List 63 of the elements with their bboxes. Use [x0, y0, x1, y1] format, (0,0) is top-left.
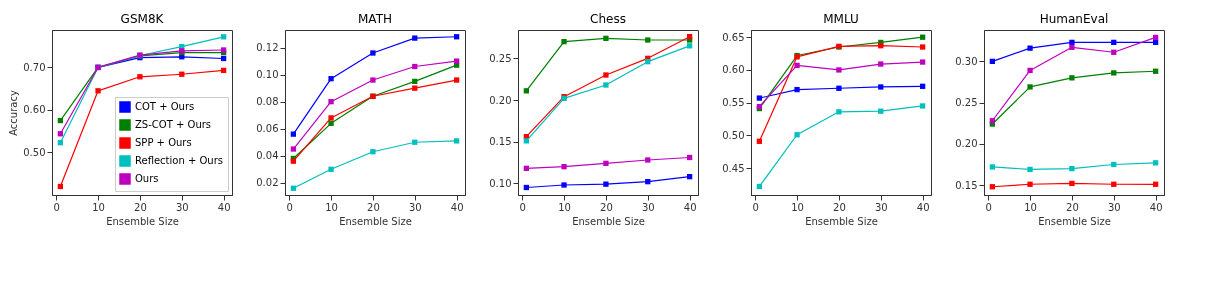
- legend-label: COT + Ours: [135, 101, 195, 112]
- x-tick-label: 20: [833, 201, 846, 213]
- y-tick-label: 0.50: [23, 146, 46, 158]
- x-tick-label: 30: [408, 201, 422, 213]
- x-tick-label: 10: [558, 201, 571, 213]
- chart-title: GSM8K: [120, 12, 165, 26]
- y-tick-label: 0.60: [722, 64, 745, 76]
- x-tick-label: 20: [134, 201, 147, 213]
- chart-title: MATH: [358, 12, 392, 26]
- x-tick-label: 20: [1066, 201, 1079, 213]
- y-tick-label: 0.02: [256, 177, 279, 189]
- x-tick-label: 30: [1107, 201, 1121, 213]
- x-tick-label: 20: [367, 201, 380, 213]
- x-tick-label: 10: [1024, 201, 1037, 213]
- x-tick-label: 0: [752, 201, 759, 213]
- x-tick-label: 40: [683, 201, 697, 213]
- y-tick-label: 0.04: [256, 150, 279, 162]
- x-tick-label: 40: [916, 201, 930, 213]
- y-tick-label: 0.55: [722, 97, 745, 109]
- x-tick-label: 0: [286, 201, 293, 213]
- x-axis-title: Ensemble Size: [805, 215, 878, 227]
- x-tick-label: 10: [791, 201, 804, 213]
- chart-title: HumanEval: [1039, 12, 1109, 26]
- chart-title: Chess: [590, 12, 626, 26]
- y-tick-label: 0.25: [955, 97, 978, 109]
- x-tick-label: 0: [519, 201, 526, 213]
- x-tick-label: 20: [600, 201, 613, 213]
- x-tick-label: 30: [175, 201, 189, 213]
- y-tick-label: 0.45: [722, 162, 745, 174]
- x-axis-title: Ensemble Size: [572, 215, 645, 227]
- y-tick-label: 0.15: [489, 136, 512, 148]
- y-tick-label: 0.10: [256, 69, 279, 81]
- legend-label: ZS-COT + Ours: [135, 119, 212, 130]
- y-tick-label: 0.65: [722, 31, 745, 43]
- legend-label: SPP + Ours: [135, 137, 192, 148]
- x-tick-label: 0: [985, 201, 992, 213]
- x-axis-title: Ensemble Size: [1038, 215, 1111, 227]
- x-tick-label: 10: [325, 201, 338, 213]
- y-tick-label: 0.10: [489, 177, 512, 189]
- x-tick-label: 30: [874, 201, 888, 213]
- y-tick-label: 0.25: [489, 52, 512, 64]
- x-tick-label: 30: [641, 201, 655, 213]
- y-tick-label: 0.20: [489, 94, 512, 106]
- y-tick-label: 0.08: [256, 96, 279, 108]
- x-tick-label: 40: [1149, 201, 1163, 213]
- x-tick-label: 0: [53, 201, 60, 213]
- x-axis-title: Ensemble Size: [106, 215, 179, 227]
- y-tick-label: 0.30: [955, 55, 978, 67]
- legend-label: Reflection + Ours: [135, 155, 224, 166]
- y-tick-label: 0.70: [23, 61, 46, 73]
- legend-label: Ours: [135, 173, 159, 184]
- y-tick-label: 0.50: [722, 129, 745, 141]
- x-tick-label: 10: [92, 201, 105, 213]
- x-tick-label: 40: [450, 201, 464, 213]
- y-axis-title: Accuracy: [8, 90, 20, 136]
- y-tick-label: 0.60: [23, 104, 46, 116]
- y-tick-label: 0.20: [955, 138, 978, 150]
- x-tick-label: 40: [217, 201, 231, 213]
- y-tick-label: 0.06: [256, 123, 279, 135]
- chart-title: MMLU: [823, 12, 859, 26]
- x-axis-title: Ensemble Size: [339, 215, 412, 227]
- y-tick-label: 0.12: [256, 42, 279, 54]
- y-tick-label: 0.15: [955, 179, 978, 191]
